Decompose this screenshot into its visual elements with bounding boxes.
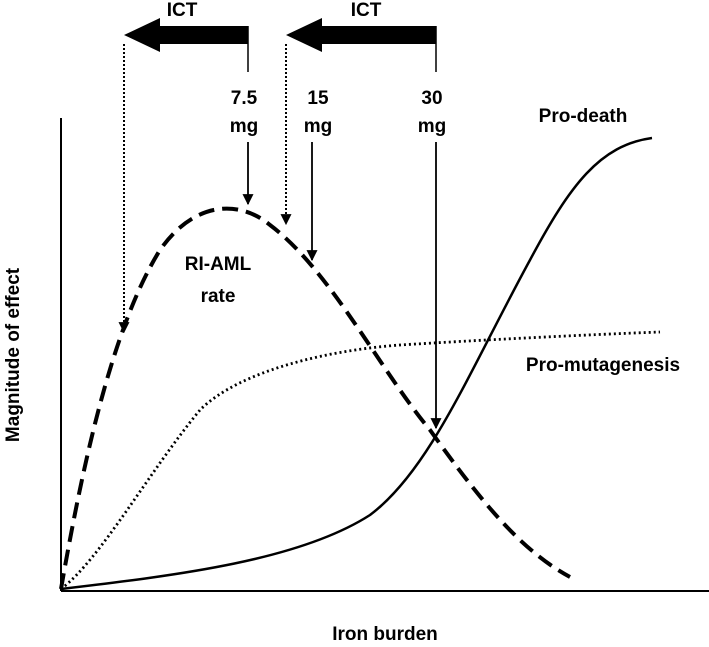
dose-low-unit: mg bbox=[230, 116, 259, 137]
ict-arrow-left bbox=[124, 18, 248, 52]
ict-arrow-right bbox=[286, 18, 436, 52]
aml-rate-label-line1: RI-AML bbox=[185, 254, 252, 275]
pro-mutagenesis-curve bbox=[60, 330, 661, 591]
x-axis-label: Iron burden bbox=[332, 624, 438, 645]
ict-left-label: ICT bbox=[167, 0, 198, 21]
dose-mid-value: 15 bbox=[307, 88, 329, 109]
aml-rate-curve bbox=[59, 206, 571, 590]
dose-high-value: 30 bbox=[421, 88, 442, 109]
y-axis-label: Magnitude of effect bbox=[3, 267, 24, 442]
dose-high-unit: mg bbox=[418, 116, 447, 137]
pro-death-curve bbox=[60, 136, 653, 591]
pro-mutagenesis-label: Pro-mutagenesis bbox=[526, 355, 680, 376]
dose-low-value: 7.5 bbox=[231, 88, 258, 109]
pro-death-label: Pro-death bbox=[539, 106, 628, 127]
dose-mid-unit: mg bbox=[304, 116, 333, 137]
ict-right-label: ICT bbox=[351, 0, 382, 21]
aml-rate-label-line2: rate bbox=[201, 286, 236, 307]
